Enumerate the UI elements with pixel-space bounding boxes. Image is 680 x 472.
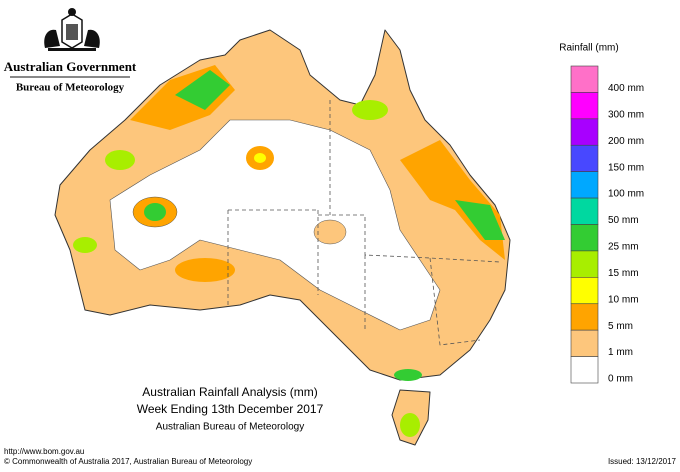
legend-swatch (570, 277, 599, 305)
legend-swatch (570, 329, 599, 357)
legend-swatch (570, 250, 599, 278)
coat-of-arms (44, 8, 100, 51)
map-subtitle: Week Ending 13th December 2017 (137, 402, 324, 416)
legend-label: 25 mm (608, 242, 639, 253)
legend: 400 mm 300 mm 200 mm 150 mm 100 mm 50 mm 25 mm… (570, 65, 644, 385)
legend-swatch (570, 197, 599, 225)
legend-label: 300 mm (608, 109, 644, 120)
legend-label: 400 mm (608, 83, 644, 94)
legend-label: 100 mm (608, 189, 644, 200)
agency-name: Australian Government (4, 59, 137, 74)
legend-swatch (570, 92, 599, 120)
map-title: Australian Rainfall Analysis (mm) (142, 385, 317, 399)
bureau-name: Bureau of Meteorology (16, 82, 125, 94)
legend-label: 150 mm (608, 162, 644, 173)
legend-swatch (570, 144, 599, 172)
legend-swatch (570, 171, 599, 199)
legend-label: 15 mm (608, 268, 639, 279)
footer-issued: Issued: 13/12/2017 (608, 457, 677, 466)
legend-swatch (570, 118, 599, 146)
legend-swatch (570, 303, 599, 331)
legend-swatch (570, 65, 599, 93)
footer-url[interactable]: http://www.bom.gov.au (4, 447, 84, 456)
legend-label: 0 mm (608, 374, 633, 385)
legend-swatch (570, 356, 599, 384)
footer-copyright: © Commonwealth of Australia 2017, Austra… (4, 457, 252, 466)
legend-label: 200 mm (608, 136, 644, 147)
australia-map (54, 29, 511, 446)
legend-label: 1 mm (608, 347, 633, 358)
legend-label: 5 mm (608, 321, 633, 332)
legend-title: Rainfall (mm) (559, 43, 618, 54)
map-source: Australian Bureau of Meteorology (156, 422, 304, 433)
legend-swatch (570, 224, 599, 252)
legend-label: 50 mm (608, 215, 639, 226)
legend-label: 10 mm (608, 294, 639, 305)
